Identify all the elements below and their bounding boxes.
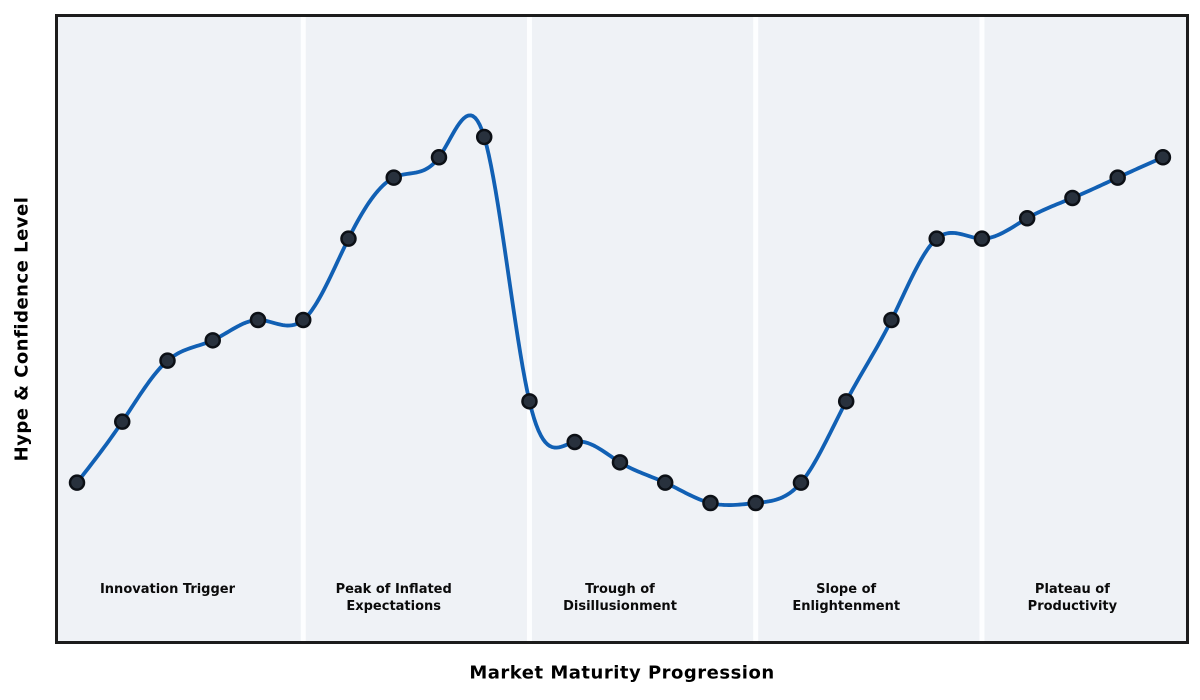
data-point-marker	[883, 311, 900, 329]
data-point-marker	[656, 474, 674, 491]
phase-label-2: Peak of Inflated Expectations	[335, 582, 452, 614]
data-point-marker	[430, 149, 448, 166]
data-point-marker	[1018, 210, 1036, 227]
data-point-marker	[385, 169, 402, 186]
data-point-marker	[68, 474, 86, 491]
data-point-marker	[475, 128, 493, 146]
phase-label-1: Innovation Trigger	[99, 582, 236, 597]
hype-cycle-chart	[68, 17, 1172, 641]
phase-label-5: Plateau of Productivity	[1027, 582, 1118, 614]
data-point-marker	[249, 311, 267, 329]
data-point-marker	[611, 454, 629, 471]
data-point-marker	[204, 332, 221, 349]
data-point-marker	[340, 230, 357, 247]
y-axis-label: Hype & Confidence Level	[11, 196, 33, 462]
data-point-marker	[1064, 189, 1081, 207]
data-point-marker	[747, 494, 764, 512]
data-point-marker	[1154, 149, 1172, 166]
x-axis-label: Market Maturity Progression	[469, 662, 775, 684]
data-point-marker	[294, 311, 312, 329]
plot-area: Innovation Trigger Peak of Inflated Expect…	[55, 14, 1189, 644]
data-point-marker	[702, 494, 719, 512]
phase-label-3: Trough of Disillusionment	[563, 582, 677, 614]
data-point-marker	[1109, 169, 1126, 186]
data-point-marker	[837, 393, 855, 410]
data-point-marker	[566, 433, 583, 451]
phase-label-4: Slope of Enlightenment	[792, 582, 901, 614]
data-point-marker	[159, 352, 176, 369]
data-point-marker	[792, 474, 810, 491]
data-point-marker	[928, 230, 945, 247]
data-point-marker	[114, 413, 131, 430]
hype-curve	[75, 113, 1165, 507]
data-point-marker	[521, 393, 538, 410]
data-point-marker	[973, 230, 991, 247]
